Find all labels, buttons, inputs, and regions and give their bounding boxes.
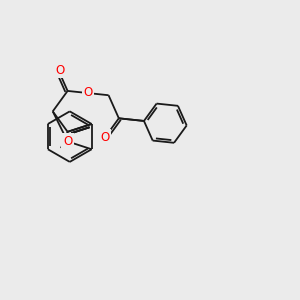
Text: O: O	[83, 85, 92, 99]
Text: O: O	[100, 131, 109, 144]
Text: O: O	[55, 64, 64, 76]
Text: O: O	[63, 135, 72, 148]
